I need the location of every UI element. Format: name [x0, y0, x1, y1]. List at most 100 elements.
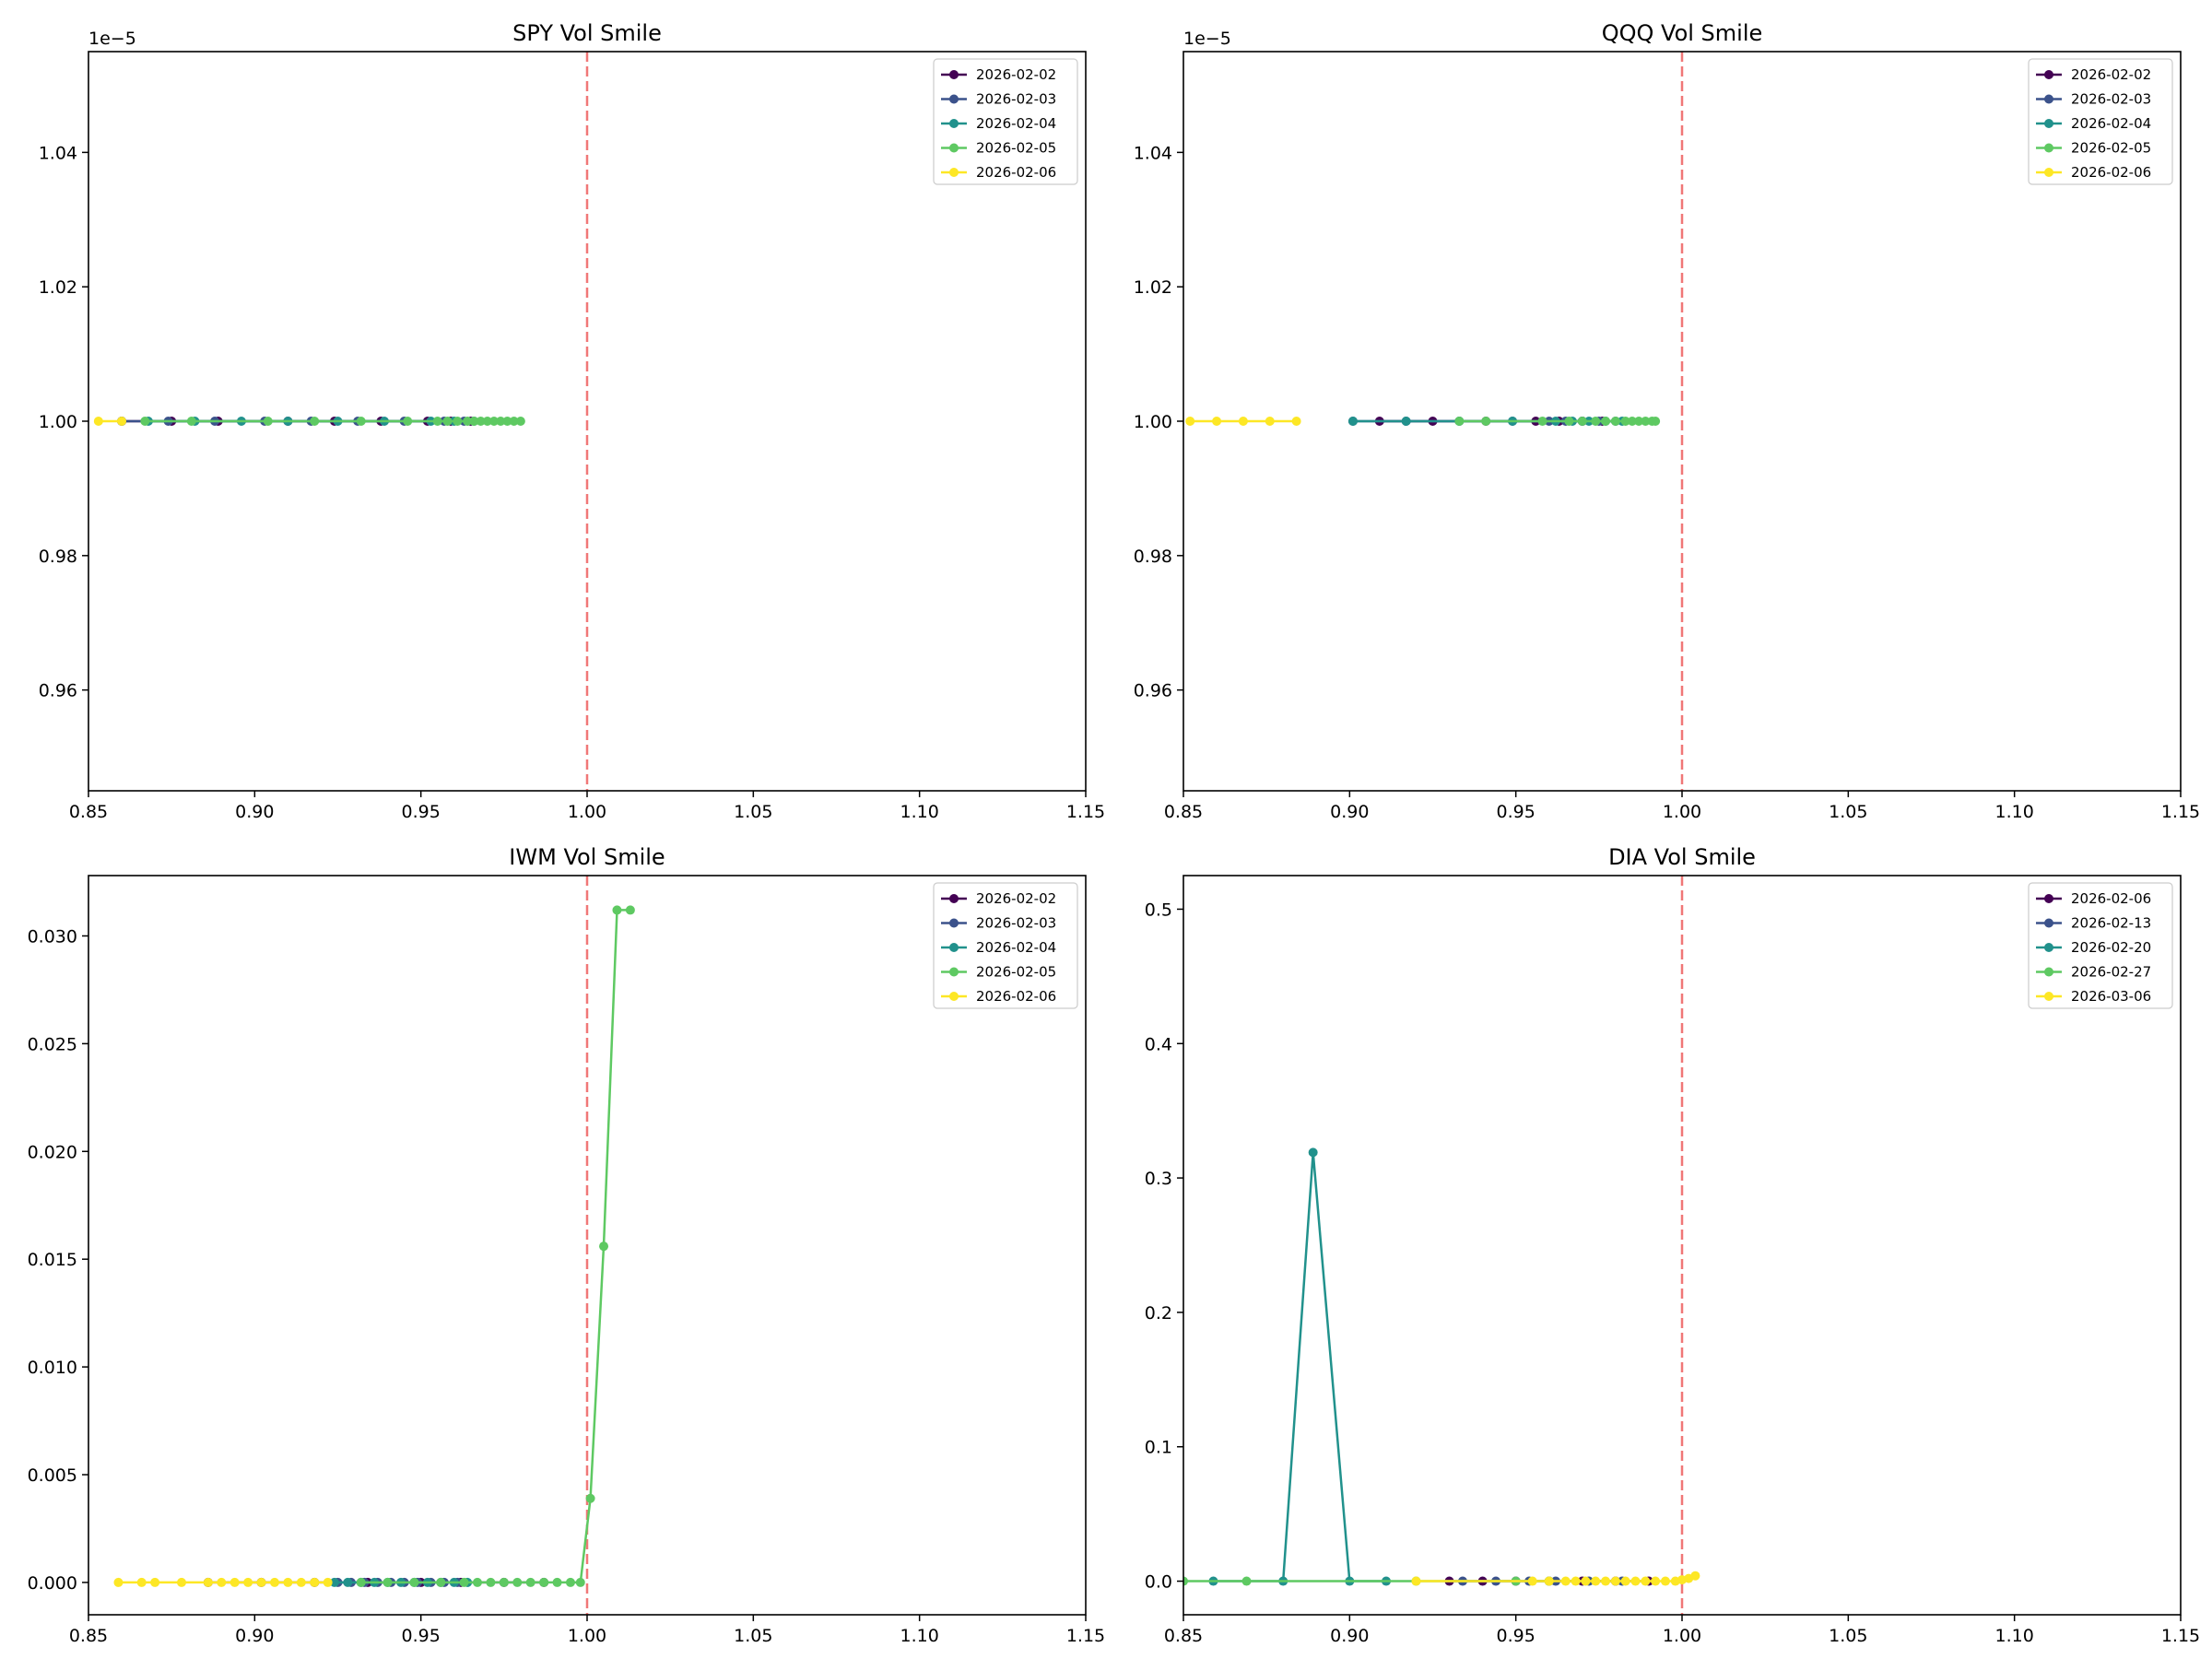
- qqq-series-2026-02-06-point: [1238, 417, 1248, 426]
- dia-x-tick-label: 1.00: [1663, 1626, 1701, 1646]
- iwm-legend-label: 2026-02-03: [976, 915, 1056, 932]
- dia-series-2026-03-06-point: [1630, 1576, 1641, 1586]
- dia-series-2026-02-27-point: [1241, 1576, 1252, 1586]
- spy-legend-label: 2026-02-03: [976, 91, 1056, 108]
- dia-y-tick-label: 0.3: [1145, 1169, 1172, 1189]
- spy-series-2026-02-05-point: [469, 417, 479, 426]
- dia-series-2026-03-06-point: [1527, 1576, 1537, 1586]
- qqq-x-tick-label: 0.90: [1330, 802, 1369, 822]
- qqq-legend-swatch-marker: [2044, 168, 2053, 177]
- dia-series-2026-03-06-point: [1601, 1576, 1611, 1586]
- spy-series-2026-02-05-point: [310, 417, 320, 426]
- dia-x-tick-label: 0.85: [1164, 1626, 1203, 1646]
- qqq-series-2026-02-05-point: [1634, 417, 1644, 426]
- iwm-series-2026-02-06-point: [296, 1577, 306, 1587]
- dia-x-tick-label: 0.90: [1330, 1626, 1369, 1646]
- iwm-series-2026-02-05-point: [382, 1577, 393, 1587]
- dia-x-tick-label: 1.05: [1829, 1626, 1867, 1646]
- qqq-legend: 2026-02-02 2026-02-03 2026-02-04 2026-02-05…: [2028, 58, 2173, 185]
- iwm-series-2026-02-05-point: [599, 1241, 609, 1252]
- qqq-series-2026-02-05-point: [1620, 417, 1630, 426]
- spy-x-tick-label: 1.10: [900, 802, 939, 822]
- spy-legend-label: 2026-02-06: [976, 164, 1056, 181]
- dia-series-2026-03-06-point: [1620, 1576, 1630, 1586]
- qqq-x-tick-label: 1.00: [1663, 802, 1701, 822]
- spy-series-2026-02-05-point: [489, 417, 500, 426]
- iwm-series-2026-02-05-point: [612, 905, 622, 915]
- dia-legend: 2026-02-06 2026-02-13 2026-02-20 2026-02-27…: [2028, 882, 2173, 1009]
- dia-legend-label: 2026-02-27: [2071, 964, 2151, 981]
- spy-series-2026-02-05: [140, 417, 525, 426]
- iwm-chart: IWM Vol Smile 0.85 0.90 0.95 1.00 1.05 1.10 1.1…: [28, 844, 1106, 1646]
- spy-series-2026-02-06: [93, 417, 127, 426]
- iwm-x-tick-label: 0.85: [69, 1626, 108, 1646]
- dia-legend-swatch-marker: [2044, 943, 2053, 952]
- dia-series-2026-03-06-point: [1581, 1576, 1591, 1586]
- iwm-y-tick-label: 0.015: [28, 1250, 77, 1270]
- dia-legend-label: 2026-02-13: [2071, 915, 2151, 932]
- qqq-series-2026-02-05-point: [1537, 417, 1547, 426]
- spy-plot-area: [93, 417, 525, 426]
- spy-series-2026-02-05-point: [263, 417, 273, 426]
- dia-y-tick-label: 0.1: [1145, 1438, 1172, 1458]
- dia-series-2026-03-06: [1411, 1571, 1700, 1586]
- qqq-series-2026-02-06: [1185, 417, 1301, 426]
- spy-x-tick-label: 0.85: [69, 802, 108, 822]
- qqq-axes-frame: [1182, 51, 2182, 792]
- iwm-series-2026-02-04-point: [343, 1577, 353, 1587]
- dia-series-2026-03-06-point: [1544, 1576, 1554, 1586]
- qqq-series-2026-02-06-point: [1185, 417, 1195, 426]
- dia-y-tick-label: 0.0: [1145, 1572, 1172, 1593]
- spy-legend-label: 2026-02-05: [976, 140, 1056, 157]
- iwm-x-tick-label: 0.90: [235, 1626, 274, 1646]
- qqq-legend-label: 2026-02-04: [2071, 115, 2151, 132]
- iwm-series-2026-02-06-point: [113, 1577, 124, 1587]
- iwm-x-tick-label: 0.95: [402, 1626, 441, 1646]
- qqq-series-2026-02-05-point: [1651, 417, 1661, 426]
- qqq-series-2026-02-06-point: [1212, 417, 1222, 426]
- qqq-series-2026-02-06-point: [1291, 417, 1301, 426]
- iwm-series-2026-02-05-point: [512, 1577, 523, 1587]
- iwm-axes-frame: [88, 875, 1087, 1616]
- dia-series-2026-03-06-point: [1660, 1576, 1670, 1586]
- qqq-legend-swatch-marker: [2044, 119, 2053, 128]
- qqq-x-tick-label: 0.85: [1164, 802, 1203, 822]
- spy-legend-label: 2026-02-02: [976, 66, 1056, 83]
- iwm-legend-swatch-marker: [949, 943, 959, 952]
- spy-legend-swatch-marker: [949, 94, 959, 104]
- spy-series-2026-02-05-point: [509, 417, 519, 426]
- dia-legend-label: 2026-02-20: [2071, 939, 2151, 956]
- qqq-series-2026-02-04-point: [1347, 417, 1358, 426]
- spy-series-2026-02-05-point: [442, 417, 453, 426]
- iwm-plot-area: [113, 905, 635, 1587]
- dia-y-tick-label: 0.5: [1145, 900, 1172, 920]
- dia-y-tick-label: 0.2: [1145, 1303, 1172, 1324]
- dia-x-tick-label: 0.95: [1497, 1626, 1535, 1646]
- qqq-x-tick-label: 0.95: [1497, 802, 1535, 822]
- spy-series-2026-02-05-point: [356, 417, 366, 426]
- spy-y-tick-label: 0.96: [39, 681, 77, 701]
- iwm-series-2026-02-06-point: [136, 1577, 147, 1587]
- spy-legend-swatch-marker: [949, 143, 959, 153]
- dia-chart-title: DIA Vol Smile: [1608, 844, 1756, 870]
- qqq-series-2026-02-05-point: [1454, 417, 1465, 426]
- iwm-series-2026-02-05-point: [459, 1577, 469, 1587]
- iwm-y-tick-label: 0.010: [28, 1358, 77, 1378]
- iwm-legend-swatch-marker: [949, 894, 959, 903]
- iwm-series-2026-02-06-point: [269, 1577, 279, 1587]
- iwm-x-tick-label: 1.10: [900, 1626, 939, 1646]
- iwm-series-2026-02-06-point: [243, 1577, 253, 1587]
- dia-legend-box: [2028, 882, 2173, 1009]
- iwm-x-tick-label: 1.05: [734, 1626, 772, 1646]
- dia-series-2026-03-06-point: [1610, 1576, 1620, 1586]
- dia-legend-label: 2026-03-06: [2071, 988, 2151, 1005]
- qqq-x-tick-label: 1.15: [2161, 802, 2200, 822]
- qqq-series-2026-02-06-point: [1265, 417, 1275, 426]
- iwm-y-tick-label: 0.005: [28, 1465, 77, 1486]
- dia-plot-area: [1183, 1147, 1700, 1586]
- qqq-y-tick-label: 1.04: [1134, 143, 1172, 163]
- qqq-series-2026-02-05-point: [1627, 417, 1637, 426]
- spy-y-tick-label: 1.04: [39, 143, 77, 163]
- qqq-legend-swatch-marker: [2044, 143, 2053, 153]
- iwm-series-2026-02-04-point: [329, 1577, 339, 1587]
